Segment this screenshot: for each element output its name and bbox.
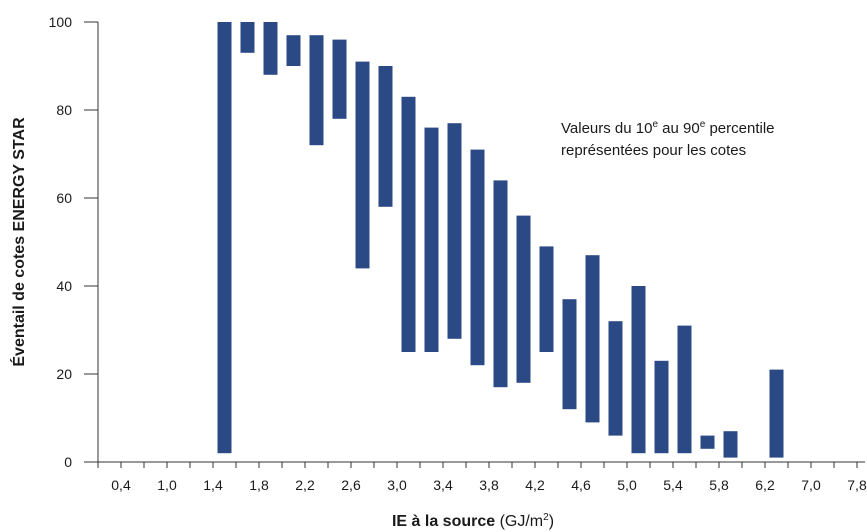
y-tick-label: 40 <box>56 278 72 294</box>
y-tick-label: 0 <box>64 454 72 470</box>
range-bar <box>263 22 278 75</box>
range-bar <box>562 299 577 410</box>
annotation-line-2: représentées pour les cotes <box>561 142 746 159</box>
range-bar <box>493 180 508 388</box>
range-bar <box>424 127 439 352</box>
x-tick-label: 4,2 <box>525 477 545 493</box>
y-tick-label: 60 <box>56 190 72 206</box>
range-bar <box>217 22 232 454</box>
range-bar <box>539 246 554 352</box>
range-bar <box>355 61 370 269</box>
range-bar <box>631 286 646 454</box>
range-bar <box>700 435 715 449</box>
range-bar <box>723 431 738 458</box>
range-bar <box>332 39 347 119</box>
bars-group <box>217 22 784 458</box>
x-tick-label: 2,2 <box>295 477 315 493</box>
x-tick-label: 7,8 <box>847 477 867 493</box>
range-bar <box>240 22 255 53</box>
x-tick-label: 3,4 <box>433 477 453 493</box>
range-bar <box>677 325 692 454</box>
range-bar <box>608 321 623 436</box>
range-bar <box>401 96 416 352</box>
range-bar <box>447 123 462 339</box>
x-tick-label: 5,0 <box>617 477 637 493</box>
x-tick-label: 1,0 <box>157 477 177 493</box>
x-tick-label: 2,6 <box>341 477 361 493</box>
x-tick-label: 1,4 <box>203 477 223 493</box>
x-tick-label: 3,8 <box>479 477 499 493</box>
x-tick-label: 5,4 <box>663 477 683 493</box>
range-bar <box>309 35 324 146</box>
x-tick-label: 0,4 <box>111 477 131 493</box>
range-bar <box>286 35 301 66</box>
range-bar <box>769 369 784 458</box>
x-tick-label: 3,0 <box>387 477 407 493</box>
y-tick-label: 100 <box>49 14 73 30</box>
x-axis-label: IE à la source (GJ/m2) <box>392 512 554 530</box>
range-bar <box>654 360 669 454</box>
x-tick-label: 1,8 <box>249 477 269 493</box>
y-tick-label: 20 <box>56 366 72 382</box>
range-bar <box>470 149 485 366</box>
x-tick-label: 6,2 <box>755 477 775 493</box>
y-axis-label: Éventail de cotes ENERGY STAR <box>9 117 28 367</box>
x-axis: 0,4 1,0 1,4 1,8 2,2 2,6 3,0 3,4 3,8 4,2 4,6 5,0 5,4 5… <box>97 461 867 493</box>
annotation-line-1: Valeurs du 10e au 90e percentile <box>561 119 775 137</box>
x-tick-label: 4,6 <box>571 477 591 493</box>
range-bar <box>378 66 393 207</box>
y-tick-label: 80 <box>56 102 72 118</box>
x-tick-label: 7,0 <box>801 477 821 493</box>
range-bar <box>516 215 531 383</box>
x-tick-label: 5,8 <box>709 477 729 493</box>
range-bar <box>585 255 600 423</box>
y-axis-ticks: 0 20 40 60 80 100 <box>49 14 99 470</box>
